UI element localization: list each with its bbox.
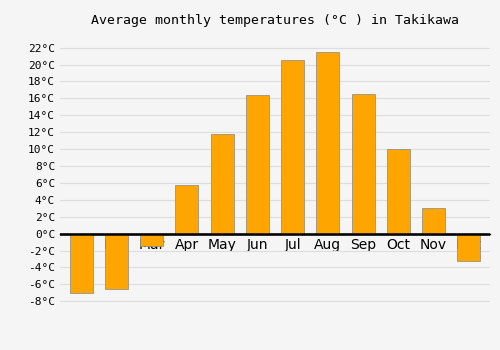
Bar: [246, 95, 269, 233]
Title: Average monthly temperatures (°C ) in Takikawa: Average monthly temperatures (°C ) in Ta…: [91, 14, 459, 27]
Bar: [387, 149, 410, 233]
Bar: [70, 233, 92, 293]
Bar: [210, 134, 234, 233]
Bar: [316, 52, 340, 233]
Bar: [352, 94, 374, 233]
Bar: [422, 208, 445, 233]
Bar: [105, 233, 128, 288]
Bar: [281, 60, 304, 233]
Bar: [140, 233, 163, 246]
Bar: [458, 233, 480, 261]
Bar: [176, 184, 199, 233]
